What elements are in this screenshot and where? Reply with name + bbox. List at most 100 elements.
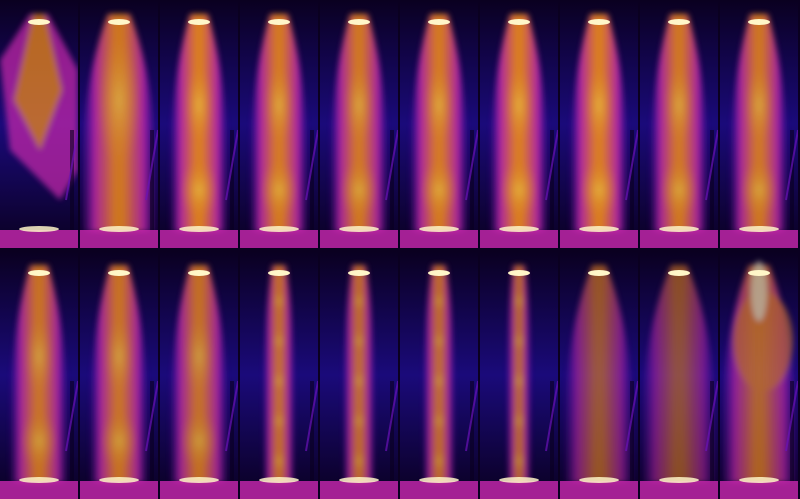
thermal-panel-r1-c4	[240, 0, 318, 248]
nozzle	[668, 19, 690, 25]
nozzle	[108, 270, 130, 276]
support-frame	[470, 381, 474, 491]
plume	[489, 14, 549, 232]
floor-hotspot	[579, 477, 619, 483]
support-frame	[470, 130, 474, 240]
nozzle	[188, 270, 210, 276]
floor-hotspot	[659, 477, 699, 483]
nozzle	[588, 19, 610, 25]
plume	[729, 14, 789, 232]
plume	[0, 14, 78, 200]
floor-hotspot	[499, 226, 539, 232]
thermal-panel-r2-c1	[0, 251, 78, 499]
floor	[80, 230, 158, 248]
nozzle	[748, 270, 770, 276]
thermal-panel-r2-c3	[160, 251, 238, 499]
thermal-panel-r2-c7	[480, 251, 558, 499]
nozzle	[588, 270, 610, 276]
floor-hotspot	[99, 477, 139, 483]
thermal-panel-r2-c10	[720, 251, 798, 499]
support-frame	[390, 130, 394, 240]
support-frame	[150, 130, 154, 240]
plume	[80, 14, 158, 232]
nozzle	[348, 270, 370, 276]
nozzle	[428, 270, 450, 276]
floor	[240, 481, 318, 499]
nozzle	[108, 19, 130, 25]
support-frame	[710, 381, 714, 491]
plume	[640, 265, 718, 483]
thermal-panel-r2-c6	[400, 251, 478, 499]
plume	[423, 265, 455, 483]
plume	[409, 14, 469, 232]
support-frame	[150, 381, 154, 491]
plume	[569, 14, 629, 232]
floor	[560, 230, 638, 248]
nozzle	[348, 19, 370, 25]
floor-hotspot	[19, 477, 59, 483]
floor-hotspot	[259, 226, 299, 232]
floor	[320, 481, 398, 499]
thermal-panel-r2-c2	[80, 251, 158, 499]
support-frame	[310, 381, 314, 491]
floor-hotspot	[659, 226, 699, 232]
plume	[249, 14, 309, 232]
support-frame	[230, 130, 234, 240]
thermal-panel-r1-c5	[320, 0, 398, 248]
floor-hotspot	[339, 477, 379, 483]
plume	[506, 265, 532, 483]
plume	[343, 265, 375, 483]
nozzle	[28, 19, 50, 25]
nozzle	[508, 19, 530, 25]
floor	[160, 481, 238, 499]
support-frame	[630, 130, 634, 240]
thermal-panel-r1-c1	[0, 0, 78, 248]
floor	[320, 230, 398, 248]
floor	[400, 481, 478, 499]
thermal-panel-r1-c9	[640, 0, 718, 248]
floor-hotspot	[499, 477, 539, 483]
thermal-panel-r1-c3	[160, 0, 238, 248]
support-frame	[630, 381, 634, 491]
thermal-panel-r1-c6	[400, 0, 478, 248]
thermal-panel-r1-c2	[80, 0, 158, 248]
support-frame	[70, 381, 74, 491]
thermal-panel-r2-c4	[240, 251, 318, 499]
floor	[640, 230, 718, 248]
floor-hotspot	[179, 477, 219, 483]
floor	[480, 230, 558, 248]
support-frame	[790, 130, 794, 240]
thermal-panel-r2-c8	[560, 251, 638, 499]
floor	[0, 481, 78, 499]
floor-hotspot	[259, 477, 299, 483]
floor	[720, 230, 798, 248]
support-frame	[230, 381, 234, 491]
plume	[720, 261, 798, 483]
nozzle	[748, 19, 770, 25]
floor-hotspot	[179, 226, 219, 232]
floor-hotspot	[419, 477, 459, 483]
support-frame	[70, 130, 74, 240]
floor	[480, 481, 558, 499]
nozzle	[268, 19, 290, 25]
floor-hotspot	[739, 226, 779, 232]
floor-hotspot	[339, 226, 379, 232]
plume	[9, 265, 69, 483]
floor-hotspot	[579, 226, 619, 232]
floor-hotspot	[99, 226, 139, 232]
floor	[0, 230, 78, 248]
support-frame	[310, 130, 314, 240]
nozzle	[28, 270, 50, 276]
support-frame	[710, 130, 714, 240]
plume	[649, 14, 709, 232]
floor	[400, 230, 478, 248]
support-frame	[550, 130, 554, 240]
plume	[169, 265, 229, 483]
floor-hotspot	[419, 226, 459, 232]
thermal-panel-r1-c7	[480, 0, 558, 248]
floor-hotspot	[739, 477, 779, 483]
support-frame	[790, 381, 794, 491]
floor	[560, 481, 638, 499]
floor	[720, 481, 798, 499]
